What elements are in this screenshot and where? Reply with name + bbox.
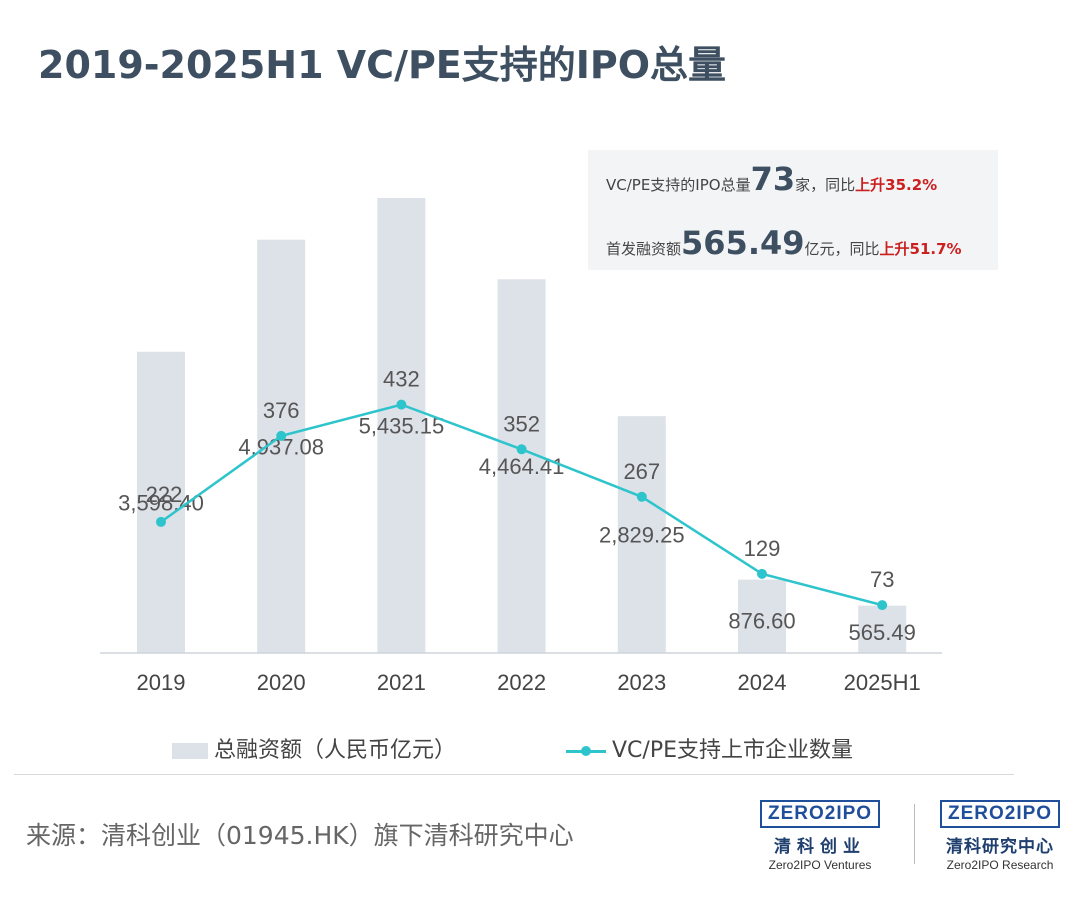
legend-item-bar: 总融资额（人民币亿元） [172, 732, 456, 764]
legend-bar-label: 总融资额（人民币亿元） [214, 738, 457, 763]
line-point-2023 [636, 491, 647, 502]
bar-2021 [377, 198, 426, 653]
bar-label-2023: 2,829.25 [599, 523, 685, 548]
line-label-2021: 432 [383, 367, 420, 392]
legend-item-line: VC/PE支持上市企业数量 [566, 732, 853, 764]
line-label-2023: 267 [623, 459, 660, 484]
x-tick-2024: 2024 [738, 670, 787, 695]
line-point-2025H1 [877, 600, 888, 611]
bar-2025H1 [858, 605, 907, 653]
logo-ventures: ZERO2IPO 清科创业 Zero2IPO Ventures [760, 800, 881, 872]
logo-research-mark: ZERO2IPO [940, 800, 1061, 828]
line-point-2020 [276, 430, 287, 441]
bar-2022 [497, 279, 546, 653]
logo-ventures-cn: 清科创业 [774, 837, 867, 857]
bar-label-2022: 4,464.41 [479, 454, 565, 479]
footer-divider [14, 774, 1014, 775]
x-tick-2019: 2019 [137, 670, 186, 695]
bar-2024 [738, 579, 786, 653]
summary-callout: VC/PE支持的IPO总量73家，同比上升35.2% 首发融资额565.49亿元… [588, 150, 998, 270]
source-note: 来源：清科创业（01945.HK）旗下清科研究中心 [26, 821, 574, 850]
logo-ventures-mark: ZERO2IPO [760, 800, 881, 828]
callout-amount-value: 565.49 [681, 224, 805, 262]
line-point-2022 [516, 444, 527, 455]
logo-separator [914, 804, 915, 864]
callout-line-amount: 首发融资额565.49亿元，同比上升51.7% [606, 224, 962, 262]
logo-research: ZERO2IPO 清科研究中心 Zero2IPO Research [940, 800, 1061, 872]
legend-bar-swatch [172, 743, 208, 759]
x-tick-2025H1: 2025H1 [844, 670, 921, 695]
line-label-2025H1: 73 [870, 567, 894, 592]
x-tick-2023: 2023 [617, 670, 666, 695]
x-tick-2020: 2020 [257, 670, 306, 695]
x-tick-2022: 2022 [497, 670, 546, 695]
callout-amount-prefix: 首发融资额 [606, 240, 682, 258]
logo-research-en: Zero2IPO Research [946, 858, 1054, 872]
callout-count-prefix: VC/PE支持的IPO总量 [606, 176, 751, 194]
line-label-2019: 222 [146, 482, 183, 507]
line-label-2024: 129 [744, 536, 781, 561]
callout-count-value: 73 [750, 160, 796, 198]
chart: 3,598.404,937.085,435.154,464.412,829.25… [100, 198, 942, 695]
logo-research-cn: 清科研究中心 [946, 837, 1055, 857]
line-point-2019 [156, 516, 166, 527]
bar-label-2024: 876.60 [728, 608, 795, 633]
bar-2019 [137, 351, 185, 653]
x-tick-2021: 2021 [377, 670, 426, 695]
callout-line-count: VC/PE支持的IPO总量73家，同比上升35.2% [606, 160, 937, 198]
bar-label-2021: 5,435.15 [359, 414, 445, 439]
callout-count-suffix: 家，同比 [795, 176, 856, 194]
legend-line-swatch [566, 743, 606, 759]
line-point-2021 [396, 399, 407, 410]
chart-title: 2019-2025H1 VC/PE支持的IPO总量 [38, 43, 727, 87]
legend-line-label: VC/PE支持上市企业数量 [612, 738, 853, 763]
line-label-2020: 376 [263, 398, 300, 423]
line-label-2022: 352 [503, 411, 540, 436]
logo-ventures-en: Zero2IPO Ventures [768, 858, 872, 872]
bar-label-2025H1: 565.49 [849, 620, 916, 645]
line-point-2024 [757, 568, 767, 579]
callout-amount-suffix: 亿元，同比 [804, 240, 880, 258]
bar-2023 [617, 416, 666, 653]
callout-count-change: 上升35.2% [855, 176, 938, 194]
callout-amount-change: 上升51.7% [879, 240, 962, 258]
